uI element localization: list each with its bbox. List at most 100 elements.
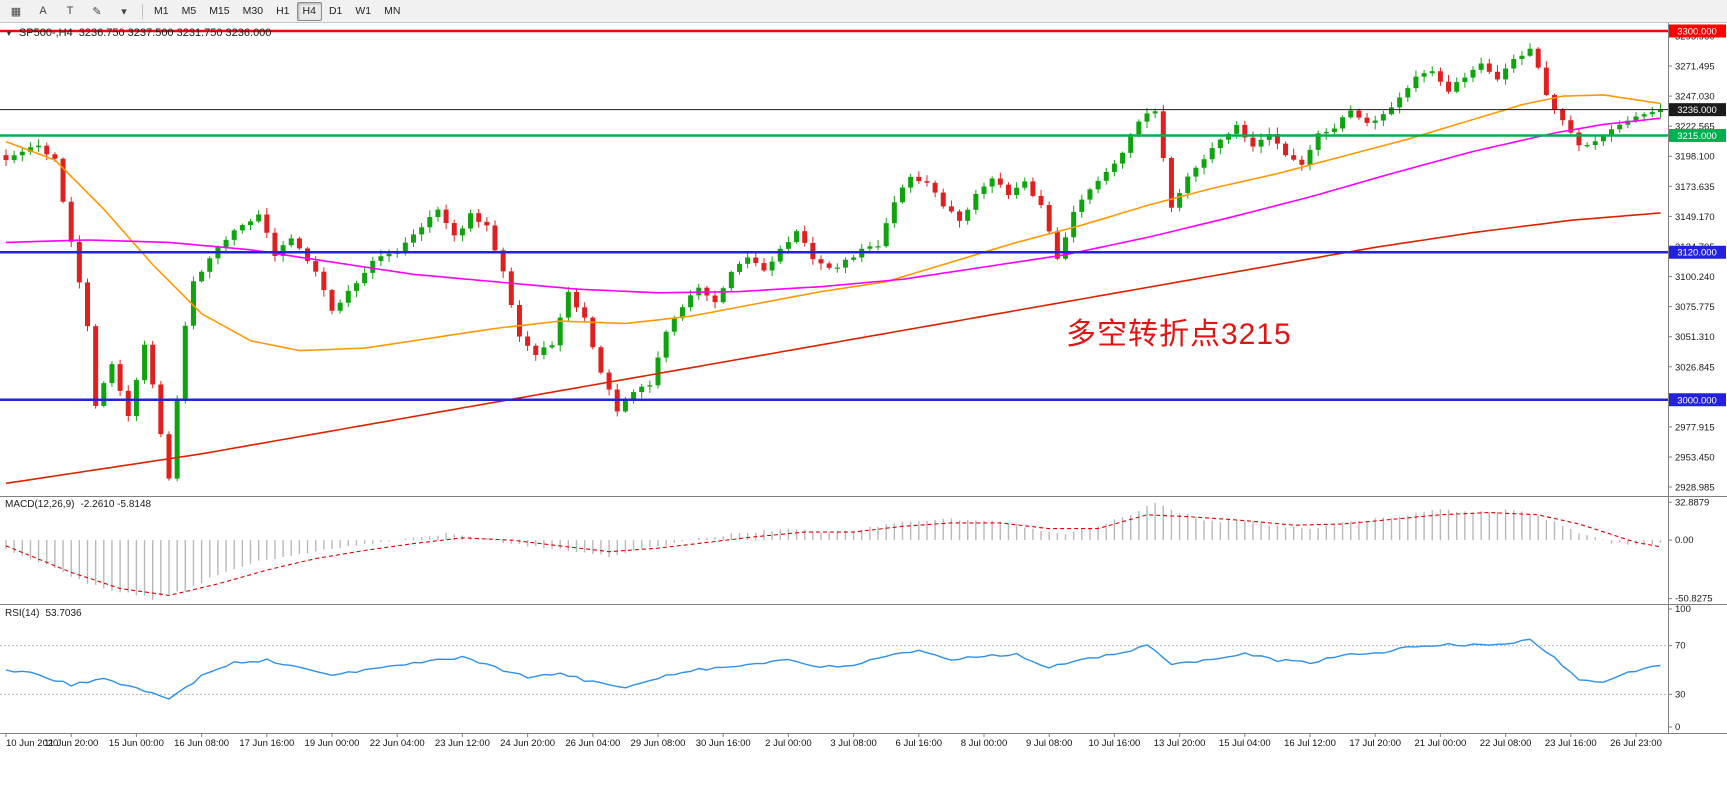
time-tick-label: 3 Jul 08:00 bbox=[830, 738, 876, 749]
timeframe-w1-button[interactable]: W1 bbox=[355, 5, 372, 17]
candle-body bbox=[117, 364, 123, 391]
candle-body bbox=[1535, 48, 1541, 68]
candle-body bbox=[362, 272, 368, 284]
candle-body bbox=[851, 257, 857, 260]
rsi-line bbox=[5, 638, 1661, 700]
candle-body bbox=[411, 234, 416, 243]
candle-body bbox=[1421, 73, 1427, 77]
timeframe-m1-button[interactable]: M1 bbox=[154, 5, 169, 17]
candle-body bbox=[728, 271, 734, 289]
timeframe-m15-button[interactable]: M15 bbox=[209, 5, 230, 17]
time-tick-label: 15 Jul 04:00 bbox=[1219, 738, 1271, 749]
time-tick-label: 16 Jul 12:00 bbox=[1284, 738, 1336, 749]
timeframe-h1-button[interactable]: H1 bbox=[276, 5, 290, 17]
candle-body bbox=[443, 209, 449, 224]
candle-body bbox=[663, 331, 669, 358]
timeframe-m30-button[interactable]: M30 bbox=[242, 5, 264, 17]
candle-body bbox=[981, 186, 987, 194]
time-tick-label: 10 Jul 16:00 bbox=[1089, 738, 1141, 749]
candle-body bbox=[1136, 121, 1142, 135]
candle-body bbox=[688, 295, 694, 308]
candle-body bbox=[76, 241, 82, 283]
candle-body bbox=[1527, 48, 1533, 56]
candle-body bbox=[500, 250, 506, 272]
candle-body bbox=[1560, 109, 1566, 121]
candle-body bbox=[101, 383, 107, 406]
candle-body bbox=[288, 238, 294, 246]
candle-body bbox=[427, 217, 433, 228]
candle-body bbox=[68, 201, 74, 242]
time-tick-label: 24 Jun 20:00 bbox=[500, 738, 555, 749]
candle-body bbox=[1128, 134, 1134, 153]
candle-body bbox=[1120, 152, 1126, 164]
candle-body bbox=[1486, 63, 1492, 72]
candle-body bbox=[1446, 81, 1452, 92]
svg-text:3300.000: 3300.000 bbox=[1677, 26, 1717, 37]
candle-body bbox=[1462, 77, 1468, 83]
ma-mid-magenta bbox=[5, 117, 1661, 294]
candle-body bbox=[1274, 134, 1280, 144]
candle-body bbox=[451, 223, 457, 236]
candle-body bbox=[777, 248, 783, 262]
docking-handle-icon[interactable]: ▦ bbox=[10, 5, 22, 18]
candle-body bbox=[272, 232, 278, 256]
candle-body bbox=[264, 214, 270, 233]
price-tick-label: 3149.170 bbox=[1675, 212, 1715, 223]
candle-body bbox=[1405, 88, 1411, 98]
chart-canvas[interactable]: 3295.9603271.4953247.0303222.5653198.100… bbox=[0, 23, 1727, 792]
candle-body bbox=[647, 385, 653, 387]
candle-body bbox=[737, 263, 742, 272]
annotation-text[interactable]: 多空转折点3215 bbox=[1066, 318, 1292, 351]
candle-body bbox=[516, 305, 522, 337]
candle-body bbox=[940, 192, 946, 207]
macd-panel: 32.8879 0.00 -50.8275 bbox=[5, 497, 1713, 605]
price-tick-label: 3247.030 bbox=[1675, 92, 1715, 103]
candle-body bbox=[712, 295, 718, 303]
candle-body bbox=[1364, 117, 1370, 123]
candle-body bbox=[1592, 141, 1598, 146]
chart-stage[interactable]: 3295.9603271.4953247.0303222.5653198.100… bbox=[0, 23, 1727, 792]
candle-body bbox=[1413, 76, 1419, 89]
candle-body bbox=[631, 392, 637, 399]
rsi-panel: 100 70 30 0 bbox=[0, 604, 1691, 733]
candle-body bbox=[1234, 124, 1240, 134]
candle-body bbox=[337, 302, 343, 311]
candle-body bbox=[908, 176, 914, 188]
candle-body bbox=[557, 317, 563, 346]
candle-body bbox=[11, 155, 17, 161]
price-tick-label: 3100.240 bbox=[1675, 272, 1715, 283]
time-tick-label: 23 Jul 16:00 bbox=[1545, 738, 1597, 749]
candle-body bbox=[109, 364, 115, 384]
candle-body bbox=[1657, 109, 1663, 113]
candle-body bbox=[948, 206, 954, 212]
candle-body bbox=[1087, 189, 1093, 200]
svg-text:3120.000: 3120.000 bbox=[1677, 248, 1717, 259]
candle-body bbox=[1038, 195, 1044, 206]
timeframe-mn-button[interactable]: MN bbox=[384, 5, 401, 17]
svg-text:3215.000: 3215.000 bbox=[1677, 131, 1717, 142]
candle-body bbox=[1494, 71, 1500, 80]
rsi-axis-label: 70 bbox=[1675, 641, 1686, 652]
candle-body bbox=[1266, 134, 1272, 140]
chevron-down-icon[interactable]: ▼ bbox=[5, 28, 13, 38]
candle-body bbox=[1568, 120, 1574, 133]
candle-body bbox=[419, 227, 425, 235]
timeframe-d1-button[interactable]: D1 bbox=[328, 5, 343, 17]
text-label-icon[interactable]: T bbox=[66, 5, 74, 17]
timeframe-h4-button[interactable]: H4 bbox=[296, 1, 322, 21]
candle-body bbox=[1437, 71, 1443, 82]
candle-body bbox=[671, 318, 677, 332]
candle-body bbox=[1429, 71, 1435, 74]
candle-body bbox=[1046, 205, 1052, 232]
cursor-mode-icon[interactable]: A bbox=[39, 5, 47, 17]
candle-body bbox=[1307, 149, 1313, 165]
price-label-box: 3236.000 bbox=[1669, 103, 1726, 117]
timeframe-m5-button[interactable]: M5 bbox=[181, 5, 197, 17]
time-tick-label: 21 Jul 00:00 bbox=[1415, 738, 1467, 749]
svg-text:3000.000: 3000.000 bbox=[1677, 395, 1717, 406]
candle-body bbox=[1242, 124, 1248, 138]
candle-body bbox=[60, 158, 66, 202]
draw-pencil-icon[interactable]: ✎ bbox=[92, 5, 102, 18]
rsi-axis-label: 30 bbox=[1675, 689, 1686, 700]
tool-dropdown-icon[interactable]: ▾ bbox=[121, 5, 127, 18]
